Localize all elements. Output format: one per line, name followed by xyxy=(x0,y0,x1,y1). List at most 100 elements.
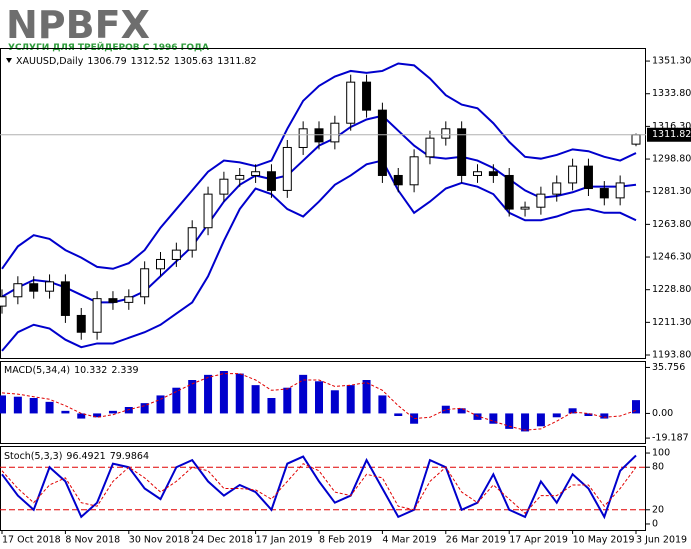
macd-bar xyxy=(378,395,387,414)
macd-bar xyxy=(489,413,498,424)
stoch-label-part: 96.4921 xyxy=(66,451,105,462)
y-tick-label: 100 xyxy=(652,448,670,459)
macd-bar xyxy=(441,405,450,414)
candle-body xyxy=(0,296,7,307)
macd-bar xyxy=(45,401,54,414)
y-tick-label: 1281.30 xyxy=(652,186,691,197)
menu-triangle xyxy=(6,58,12,63)
macd-bar xyxy=(584,413,593,416)
candle-body xyxy=(29,283,39,292)
stoch-label-part: 79.9864 xyxy=(110,451,149,462)
candle-body xyxy=(92,298,102,333)
candle-body xyxy=(298,128,308,148)
candle-body xyxy=(140,268,150,298)
candle-body xyxy=(108,298,118,303)
x-tick-label: 24 Dec 2018 xyxy=(192,535,253,546)
macd-bar xyxy=(330,390,339,414)
x-tick-label: 8 Feb 2019 xyxy=(319,535,372,546)
macd-bar xyxy=(188,380,197,414)
macd-bar xyxy=(204,374,213,414)
y-tick-label: 1246.30 xyxy=(652,252,691,263)
macd-bar xyxy=(315,381,323,414)
stoch-signal xyxy=(1,463,637,515)
macd-bar xyxy=(0,395,6,414)
candle-body xyxy=(346,81,356,124)
macd-bar xyxy=(172,387,181,414)
candle-body xyxy=(171,249,181,260)
macd-bar xyxy=(13,396,22,414)
header-part: 1311.82 xyxy=(217,56,256,67)
candle-body xyxy=(362,81,372,111)
x-tick-label: 30 Nov 2018 xyxy=(129,535,190,546)
macd-bar xyxy=(267,398,276,414)
macd-bar xyxy=(299,374,308,414)
macd-bar xyxy=(632,400,640,414)
logo-tagline: УСЛУГИ ДЛЯ ТРЕЙДЕРОВ С 1996 ГОДА xyxy=(8,41,209,53)
macd-bar xyxy=(108,410,117,414)
candle-body xyxy=(251,171,261,176)
macd-bar xyxy=(410,413,419,424)
header-part: 1305.63 xyxy=(174,56,213,67)
y-tick-label: 1228.80 xyxy=(652,284,691,295)
macd-bar xyxy=(93,413,102,418)
macd-label-part: 10.332 xyxy=(74,365,107,376)
main-panel xyxy=(0,48,646,359)
y-tick-label: -19.187 xyxy=(652,433,689,444)
macd-bar xyxy=(77,413,86,419)
macd-bar xyxy=(235,373,244,414)
macd-label-part: MACD(5,34,4) xyxy=(4,365,70,376)
candle-body xyxy=(583,165,593,190)
macd-bar xyxy=(251,385,260,414)
candle-body xyxy=(409,156,419,186)
x-tick-label: 4 Mar 2019 xyxy=(382,535,436,546)
x-tick-label: 17 Jan 2019 xyxy=(256,535,313,546)
candle-body xyxy=(219,178,229,195)
y-tick-label: 1351.30 xyxy=(652,56,691,67)
candle-body xyxy=(504,174,514,210)
stoch-main xyxy=(1,454,637,520)
candle-body xyxy=(13,283,23,298)
x-tick-label: 10 May 2019 xyxy=(573,535,635,546)
candle-body xyxy=(615,182,625,199)
candle-body xyxy=(425,137,435,158)
candle-body xyxy=(76,314,86,333)
macd-bar xyxy=(124,407,133,414)
macd-label: MACD(5,34,4) 10.332 2.339 xyxy=(4,365,139,376)
candle-body xyxy=(45,281,55,292)
candle-body xyxy=(520,206,530,210)
macd-signal xyxy=(1,373,637,431)
candle-body xyxy=(266,171,276,191)
macd-bar xyxy=(140,403,149,414)
x-tick-label: 26 Mar 2019 xyxy=(446,535,506,546)
candle-body xyxy=(568,165,578,184)
x-tick-label: 3 Jun 2019 xyxy=(636,535,687,546)
candle-body xyxy=(124,296,134,303)
bollinger-band xyxy=(1,62,637,270)
candle-body xyxy=(631,134,641,145)
candle-body xyxy=(187,227,197,251)
x-tick-label: 17 Oct 2018 xyxy=(2,535,61,546)
stoch-label: Stoch(5,3,3) 96.4921 79.9864 xyxy=(4,451,149,462)
candle-body xyxy=(156,258,165,270)
macd-bar xyxy=(394,413,403,416)
macd-bar xyxy=(600,413,609,419)
candle-body xyxy=(552,182,562,195)
logo: NPBFX xyxy=(6,3,150,47)
candle-body xyxy=(457,128,467,176)
candle-body xyxy=(60,281,70,316)
header-part: 1312.52 xyxy=(131,56,170,67)
macd-bar xyxy=(346,385,355,414)
macd-bar xyxy=(283,387,292,414)
macd-bar xyxy=(29,398,38,414)
candle-body xyxy=(235,174,245,180)
current-price-box xyxy=(647,127,691,142)
bollinger-band xyxy=(1,159,637,352)
y-tick-label: 1333.80 xyxy=(652,88,691,99)
y-tick-label: 1263.80 xyxy=(652,219,691,230)
x-tick-label: 17 Apr 2019 xyxy=(509,535,568,546)
header: XAUUSD,Daily 1306.79 1312.52 1305.63 1311.82 xyxy=(16,56,257,67)
macd-bar xyxy=(156,395,165,414)
y-tick-label: 35.756 xyxy=(652,362,685,373)
